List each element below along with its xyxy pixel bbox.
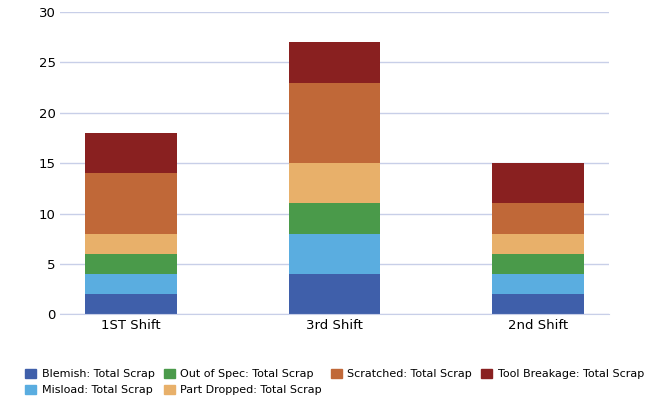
Bar — [492, 254, 583, 274]
Bar — [492, 234, 583, 254]
Bar — [492, 294, 583, 314]
Bar — [86, 294, 177, 314]
Bar — [86, 234, 177, 254]
Bar — [86, 274, 177, 294]
Bar — [289, 42, 380, 83]
Bar — [86, 254, 177, 274]
Legend: Blemish: Total Scrap, Misload: Total Scrap, Out of Spec: Total Scrap, Part Dropp: Blemish: Total Scrap, Misload: Total Scr… — [22, 365, 647, 399]
Bar — [492, 163, 583, 204]
Bar — [289, 234, 380, 274]
Bar — [492, 204, 583, 234]
Bar — [289, 83, 380, 163]
Bar — [86, 173, 177, 234]
Bar — [492, 274, 583, 294]
Bar — [289, 163, 380, 204]
Bar — [289, 204, 380, 234]
Bar — [86, 133, 177, 173]
Bar — [289, 274, 380, 314]
